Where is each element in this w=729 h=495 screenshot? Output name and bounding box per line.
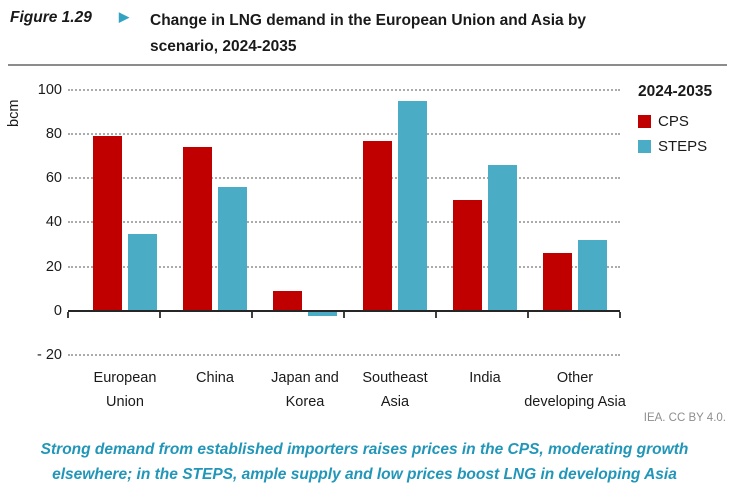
steps-bar-1	[218, 187, 247, 312]
y-gridline-100	[68, 89, 620, 91]
cps-bar-3	[363, 141, 392, 312]
legend-label-steps: STEPS	[658, 138, 708, 155]
caption-line-2: elsewhere; in the STEPS, ample supply an…	[52, 466, 677, 483]
y-axis-tick-label: 60	[45, 170, 62, 187]
category-label-line: India	[469, 370, 501, 386]
steps-bar-4	[488, 165, 517, 312]
legend-title: 2024-2035	[638, 83, 713, 100]
y-gridline-40	[68, 221, 620, 224]
y-gridline-60	[68, 177, 620, 180]
x-axis-tick	[159, 312, 161, 318]
category-label-line: Asia	[380, 394, 410, 410]
figure-pointer-icon: ▶	[119, 9, 129, 24]
x-axis-tick	[251, 312, 253, 318]
x-axis-tick	[435, 312, 437, 318]
attribution-text: IEA. CC BY 4.0.	[643, 412, 726, 424]
steps-bar-3	[398, 101, 427, 312]
legend-item-cps: CPS	[638, 109, 728, 134]
legend-swatch-cps	[638, 115, 651, 128]
category-label-line: China	[196, 370, 234, 386]
title-divider-line	[8, 64, 727, 66]
figure-title: Change in LNG demand in the European Uni…	[150, 8, 586, 60]
x-axis-tick	[527, 312, 529, 318]
cps-bar-4	[453, 200, 482, 311]
steps-bar-2	[308, 312, 337, 316]
cps-bar-5	[543, 253, 572, 311]
category-label-line: Union	[106, 394, 144, 410]
x-axis-tick	[67, 312, 69, 318]
category-label-line: Japan and	[271, 370, 339, 386]
category-label-5: Other developing Asia	[513, 366, 637, 414]
cps-bar-1	[183, 147, 212, 311]
y-axis-tick-label: - 20	[37, 346, 62, 363]
figure-number-label: Figure 1.29	[10, 9, 92, 26]
x-axis-line	[68, 310, 620, 312]
chart-legend: 2024-2035 CPS STEPS	[638, 83, 728, 159]
y-gridline--20	[68, 353, 620, 356]
y-axis-tick-label: 20	[45, 258, 62, 275]
y-axis-tick-label: 0	[53, 302, 62, 319]
figure-caption: Strong demand from established importers…	[0, 437, 729, 487]
category-label-line: European	[93, 370, 157, 386]
figure-title-line-1: Change in LNG demand in the European Uni…	[150, 12, 587, 29]
y-gridline-20	[68, 265, 620, 268]
y-gridline-80	[68, 133, 620, 136]
category-label-line: Other	[556, 370, 594, 386]
legend-item-steps: STEPS	[638, 134, 728, 159]
x-axis-tick	[619, 312, 621, 318]
y-axis-tick-label: 100	[37, 82, 62, 98]
y-axis-tick-label: 80	[45, 126, 62, 143]
x-axis-tick	[343, 312, 345, 318]
caption-line-1: Strong demand from established importers…	[40, 441, 689, 458]
legend-label-cps: CPS	[658, 113, 689, 130]
category-label-line: developing Asia	[524, 394, 626, 410]
legend-swatch-steps	[638, 140, 651, 153]
category-label-4: India	[423, 366, 547, 390]
cps-bar-2	[273, 291, 302, 312]
category-label-line: Korea	[285, 394, 325, 410]
category-label-3: Southeast Asia	[333, 366, 457, 414]
steps-bar-0	[128, 234, 157, 312]
category-label-line: Southeast	[362, 370, 428, 386]
category-label-0: European Union	[63, 366, 187, 414]
y-axis-tick-label: 40	[45, 214, 62, 231]
category-label-2: Japan and Korea	[243, 366, 367, 414]
category-label-1: China	[153, 366, 277, 390]
steps-bar-5	[578, 240, 607, 312]
figure-title-line-2: scenario, 2024-2035	[150, 38, 297, 55]
cps-bar-0	[93, 136, 122, 311]
legend-items: CPS STEPS	[638, 109, 728, 159]
